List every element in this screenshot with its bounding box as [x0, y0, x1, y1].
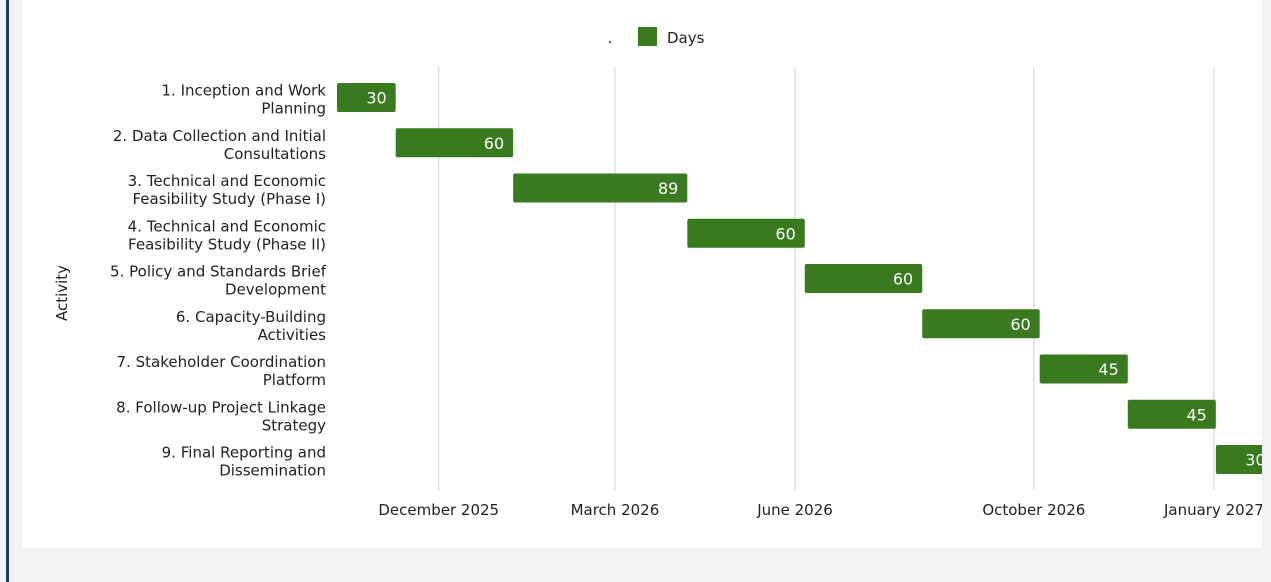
x-axis-ticks: December 2025 March 2026 June 2026 October … — [378, 501, 1263, 519]
bar-value-label: 30 — [366, 89, 386, 108]
bar — [1215, 445, 1271, 474]
bar-value-label: 30 — [1245, 451, 1262, 470]
category-label: 2. Data Collection and Initial Consultati… — [113, 127, 326, 163]
gantt-chart: . Days Activity 1. Inception and Work Pla… — [53, 27, 1271, 519]
bar — [804, 264, 923, 293]
bars: 30 60 89 60 60 60 45 45 30 — [336, 83, 1271, 474]
x-tick-label: June 2026 — [756, 501, 833, 519]
category-label: 4. Technical and Economic Feasibility Stu… — [128, 217, 326, 253]
legend-label: Days — [667, 29, 705, 47]
bar — [513, 173, 688, 203]
category-label: 5. Policy and Standards Brief Development — [110, 263, 327, 299]
category-label: 1. Inception and Work Planning — [162, 82, 327, 118]
category-label: 6. Capacity-Building Activities — [176, 308, 326, 344]
x-tick-label: December 2025 — [378, 501, 499, 519]
bar-value-label: 45 — [1186, 405, 1206, 424]
gridlines — [438, 67, 1215, 490]
category-label: 9. Final Reporting and Dissemination — [162, 444, 326, 480]
bar — [1039, 354, 1128, 384]
x-tick-label: January 2027 — [1163, 501, 1262, 519]
bar-value-label: 45 — [1098, 360, 1118, 379]
bar — [336, 83, 396, 112]
x-tick-label: October 2026 — [982, 501, 1085, 519]
bar — [1127, 399, 1216, 429]
bar-value-label: 60 — [484, 134, 504, 153]
bar — [395, 128, 514, 158]
category-labels: 1. Inception and Work Planning 2. Data Col… — [110, 82, 327, 480]
bar-value-label: 60 — [775, 224, 795, 243]
bar — [922, 309, 1040, 339]
chart-panel: . Days Activity 1. Inception and Work Pla… — [22, 0, 1271, 548]
bar-value-label: 89 — [658, 179, 678, 198]
y-axis-title: Activity — [53, 265, 71, 321]
bar-value-label: 60 — [893, 270, 913, 289]
x-tick-label: March 2026 — [571, 501, 660, 519]
legend-marker-text: . — [608, 29, 613, 47]
category-label: 7. Stakeholder Coordination Platform — [117, 353, 326, 389]
chart-legend: . Days — [608, 27, 705, 47]
bar — [687, 218, 805, 248]
left-border-rule — [6, 0, 9, 582]
legend-swatch — [638, 27, 657, 46]
category-label: 3. Technical and Economic Feasibility Stu… — [128, 172, 326, 208]
bar-value-label: 60 — [1010, 315, 1030, 334]
category-label: 8. Follow-up Project Linkage Strategy — [116, 398, 326, 434]
